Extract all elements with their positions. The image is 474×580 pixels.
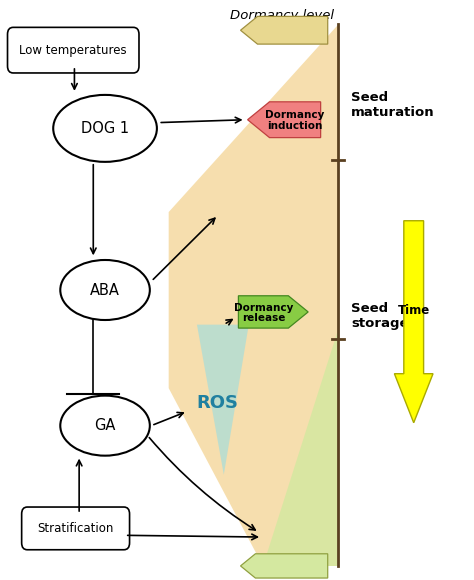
Text: ROS: ROS <box>196 394 238 412</box>
Polygon shape <box>238 296 308 328</box>
Polygon shape <box>394 221 433 423</box>
Text: Seed
maturation: Seed maturation <box>351 91 435 119</box>
Polygon shape <box>240 16 328 44</box>
Polygon shape <box>197 325 249 474</box>
Text: Dormancy level: Dormancy level <box>230 9 334 22</box>
Text: induction: induction <box>267 121 323 131</box>
Text: DOG 1: DOG 1 <box>81 121 129 136</box>
Text: Stratification: Stratification <box>37 522 114 535</box>
Ellipse shape <box>60 396 150 456</box>
Text: release: release <box>242 313 285 322</box>
Polygon shape <box>263 331 338 566</box>
Ellipse shape <box>60 260 150 320</box>
Text: Seed
storage: Seed storage <box>351 302 409 330</box>
Ellipse shape <box>53 95 157 162</box>
Text: Dormancy: Dormancy <box>265 110 325 121</box>
Text: GA: GA <box>94 418 116 433</box>
Text: Time: Time <box>398 304 430 317</box>
Text: ABA: ABA <box>90 282 120 298</box>
Polygon shape <box>240 554 328 578</box>
Polygon shape <box>247 102 320 137</box>
Text: Dormancy: Dormancy <box>234 303 293 313</box>
Text: Low temperatures: Low temperatures <box>19 44 127 57</box>
Polygon shape <box>169 24 338 566</box>
FancyBboxPatch shape <box>22 507 129 550</box>
FancyBboxPatch shape <box>8 27 139 73</box>
